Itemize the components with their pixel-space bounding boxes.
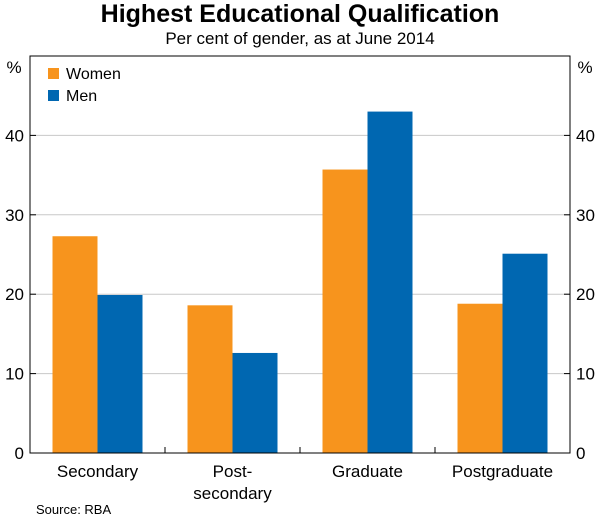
y-tick-label-left: 10 [5, 365, 24, 384]
bar-men-3 [502, 253, 548, 453]
y-unit-right: % [577, 58, 592, 77]
legend-swatch-women [48, 68, 59, 79]
legend-swatch-men [48, 90, 59, 101]
chart-subtitle: Per cent of gender, as at June 2014 [165, 29, 434, 48]
y-tick-label-left: 30 [5, 206, 24, 225]
y-tick-label-right: 0 [576, 444, 585, 463]
bars [52, 111, 548, 454]
tick-marks [30, 134, 570, 454]
y-tick-labels: 0 0 10 10 20 20 30 30 40 40 [5, 126, 595, 463]
chart-title: Highest Educational Qualification [101, 0, 500, 28]
y-tick-label-right: 30 [576, 206, 595, 225]
y-unit-left: % [6, 58, 21, 77]
legend: Women Men [48, 66, 121, 105]
category-label: Postgraduate [452, 462, 553, 481]
y-tick-label-right: 20 [576, 285, 595, 304]
y-tick-label-right: 40 [576, 126, 595, 145]
bar-men-1 [232, 352, 278, 453]
category-label: Post- [213, 462, 253, 481]
bar-men-0 [97, 294, 143, 453]
y-tick-label-left: 0 [15, 444, 24, 463]
bar-women-1 [187, 305, 233, 453]
category-labels: Secondary Post-secondary Graduate Postgradu… [57, 462, 553, 503]
source-note: Source: RBA [36, 502, 111, 517]
category-label: Secondary [57, 462, 139, 481]
bar-women-3 [457, 303, 503, 453]
bar-women-2 [322, 169, 368, 454]
legend-label-women: Women [66, 66, 121, 83]
category-label: Graduate [332, 462, 403, 481]
bar-women-0 [52, 236, 98, 453]
bar-men-2 [367, 111, 413, 453]
y-tick-label-left: 20 [5, 285, 24, 304]
y-tick-label-right: 10 [576, 365, 595, 384]
category-label: secondary [193, 484, 272, 503]
legend-label-men: Men [66, 88, 97, 105]
y-tick-label-left: 40 [5, 126, 24, 145]
